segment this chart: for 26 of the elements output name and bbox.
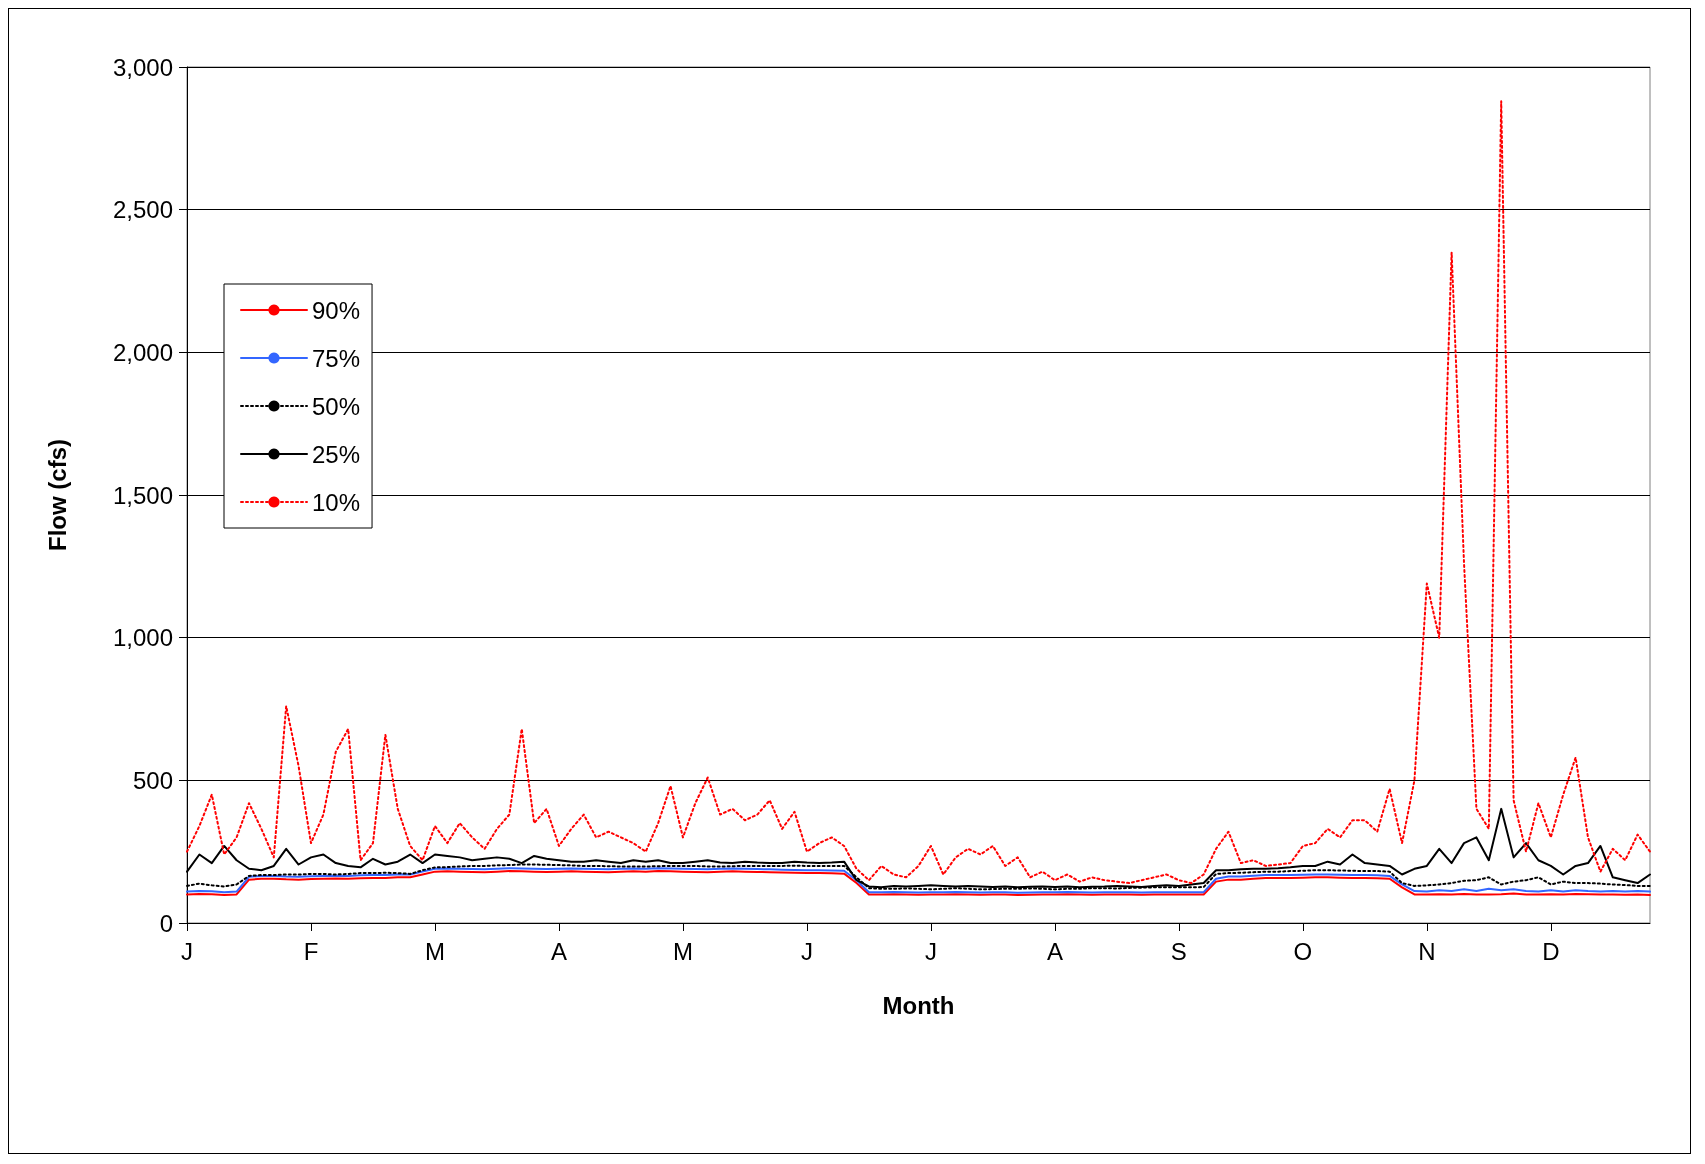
y-tick-label: 0 bbox=[159, 909, 173, 937]
y-tick-label: 1,500 bbox=[112, 481, 173, 509]
x-tick-label: M bbox=[672, 937, 693, 965]
x-tick-label: A bbox=[1046, 937, 1063, 965]
legend-label: 25% bbox=[312, 440, 361, 468]
y-tick-label: 1,000 bbox=[112, 624, 173, 652]
x-tick-label: O bbox=[1293, 937, 1313, 965]
legend-label: 10% bbox=[312, 488, 361, 516]
x-tick-label: N bbox=[1418, 937, 1436, 965]
y-tick-label: 2,000 bbox=[112, 338, 173, 366]
legend-label: 90% bbox=[312, 296, 361, 324]
y-tick-label: 500 bbox=[132, 766, 173, 794]
x-axis-title: Month bbox=[882, 991, 955, 1019]
legend-label: 50% bbox=[312, 392, 361, 420]
x-tick-label: J bbox=[181, 937, 193, 965]
x-tick-label: S bbox=[1170, 937, 1187, 965]
x-tick-label: F bbox=[303, 937, 319, 965]
x-tick-label: J bbox=[800, 937, 813, 965]
x-tick-label: A bbox=[550, 937, 567, 965]
y-tick-label: 3,000 bbox=[112, 53, 173, 81]
y-tick-label: 2,500 bbox=[112, 196, 173, 224]
x-tick-label: J bbox=[924, 937, 937, 965]
x-tick-label: M bbox=[424, 937, 445, 965]
y-axis-title: Flow (cfs) bbox=[43, 439, 71, 551]
x-tick-label: D bbox=[1542, 937, 1560, 965]
legend-label: 75% bbox=[312, 344, 361, 372]
